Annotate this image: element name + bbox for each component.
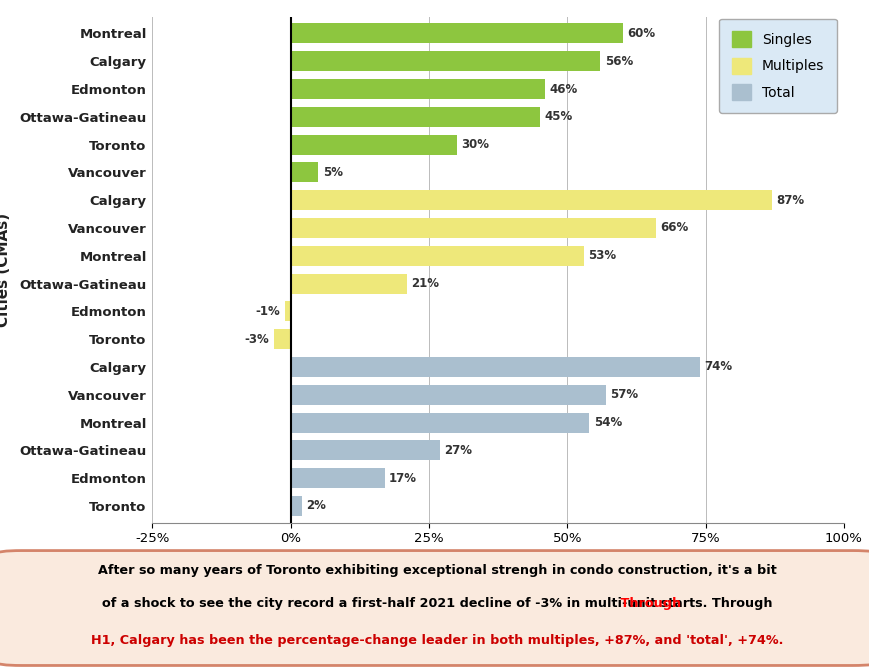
Bar [290, 190, 771, 210]
Bar [274, 329, 290, 349]
Bar [290, 468, 384, 488]
Text: 27%: 27% [444, 444, 472, 457]
Bar [290, 385, 606, 405]
Text: 53%: 53% [587, 249, 615, 262]
Text: 46%: 46% [549, 82, 577, 96]
Text: 66%: 66% [660, 222, 687, 234]
Text: 56%: 56% [604, 55, 633, 68]
Bar [290, 51, 600, 71]
Text: 21%: 21% [411, 277, 439, 290]
Bar [290, 496, 302, 516]
Text: 54%: 54% [594, 416, 621, 429]
Bar [290, 357, 700, 377]
Text: 17%: 17% [388, 472, 416, 484]
Text: 74%: 74% [704, 360, 732, 373]
Text: After so many years of Toronto exhibiting exceptional strengh in condo construct: After so many years of Toronto exhibitin… [97, 564, 776, 577]
Bar [290, 107, 539, 127]
Text: 45%: 45% [543, 111, 572, 123]
Y-axis label: Cities (CMAs): Cities (CMAs) [0, 212, 11, 327]
Text: -1%: -1% [255, 305, 281, 318]
Text: 87%: 87% [775, 194, 804, 206]
X-axis label: % Change Y/Y: % Change Y/Y [434, 553, 561, 572]
FancyBboxPatch shape [0, 551, 869, 665]
Legend: Singles, Multiples, Total: Singles, Multiples, Total [718, 19, 836, 113]
Bar [285, 302, 290, 322]
Bar [290, 440, 440, 460]
Bar [290, 79, 545, 99]
Bar [290, 23, 622, 44]
Bar [290, 162, 318, 182]
Bar [290, 135, 456, 155]
Text: 60%: 60% [627, 27, 654, 40]
Text: 30%: 30% [461, 138, 488, 151]
Text: H1, Calgary has been the percentage-change leader in both multiples, +87%, and ': H1, Calgary has been the percentage-chan… [91, 634, 782, 647]
Text: -3%: -3% [244, 333, 269, 346]
Text: 2%: 2% [306, 499, 326, 513]
Bar [290, 218, 655, 238]
Bar [290, 413, 588, 433]
Text: Through: Through [193, 597, 680, 610]
Text: 5%: 5% [322, 166, 342, 179]
Bar [290, 273, 407, 293]
Text: 57%: 57% [610, 388, 638, 401]
Bar [290, 246, 583, 266]
Text: of a shock to see the city record a first-half 2021 decline of -3% in multi-unit: of a shock to see the city record a firs… [102, 597, 772, 610]
